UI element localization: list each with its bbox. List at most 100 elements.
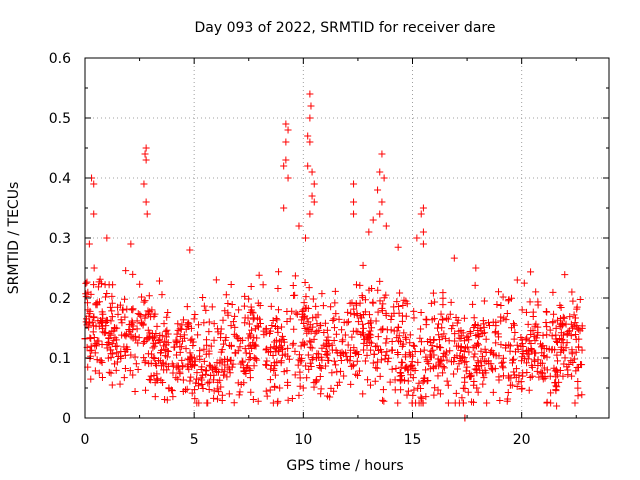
data-point	[396, 338, 404, 346]
data-point	[87, 375, 95, 383]
data-point	[267, 327, 275, 335]
data-point	[94, 283, 102, 291]
data-point	[344, 356, 352, 364]
data-point	[145, 376, 153, 384]
data-point	[333, 381, 341, 389]
data-point	[349, 327, 357, 335]
data-point	[278, 351, 286, 359]
data-point	[290, 292, 298, 300]
data-point	[529, 308, 537, 316]
data-point	[142, 311, 150, 319]
data-point	[179, 337, 187, 345]
data-point	[377, 356, 385, 364]
data-point	[159, 359, 167, 367]
data-point	[343, 319, 351, 327]
data-point	[394, 243, 402, 251]
data-point	[308, 344, 316, 352]
data-point	[90, 333, 98, 341]
data-point	[267, 302, 275, 310]
data-point	[568, 348, 576, 356]
data-point	[171, 343, 179, 351]
data-point	[90, 314, 98, 322]
data-point	[434, 320, 442, 328]
data-point	[131, 353, 139, 361]
data-point	[312, 376, 320, 384]
y-tick-label: 0.1	[49, 351, 71, 367]
data-point	[149, 344, 157, 352]
data-point	[481, 329, 489, 337]
data-point	[359, 261, 367, 269]
data-point	[200, 302, 208, 310]
data-point	[572, 335, 580, 343]
data-point	[249, 395, 257, 403]
data-point	[262, 387, 270, 395]
data-point	[172, 338, 180, 346]
data-point	[344, 318, 352, 326]
data-point	[510, 335, 518, 343]
data-point	[542, 319, 550, 327]
data-point	[164, 339, 172, 347]
data-point	[160, 320, 168, 328]
data-point	[151, 354, 159, 362]
data-point	[374, 333, 382, 341]
data-point	[147, 359, 155, 367]
data-point	[267, 365, 275, 373]
data-point	[526, 298, 534, 306]
data-point	[482, 335, 490, 343]
data-point	[489, 388, 497, 396]
data-point	[403, 300, 411, 308]
data-point	[382, 309, 390, 317]
data-point	[141, 150, 149, 158]
data-point	[558, 319, 566, 327]
data-point	[505, 341, 513, 349]
data-point	[106, 303, 114, 311]
data-point	[417, 348, 425, 356]
data-point	[417, 325, 425, 333]
data-point	[235, 306, 243, 314]
data-point	[93, 356, 101, 364]
data-point	[174, 326, 182, 334]
data-point	[385, 354, 393, 362]
data-point	[499, 293, 507, 301]
data-point	[450, 254, 458, 262]
data-point	[509, 320, 517, 328]
data-point	[304, 318, 312, 326]
data-point	[134, 365, 142, 373]
data-point	[82, 279, 90, 287]
data-point	[557, 329, 565, 337]
x-axis-title: GPS time / hours	[286, 458, 403, 474]
data-point	[101, 281, 109, 289]
data-point	[86, 355, 94, 363]
data-point	[284, 381, 292, 389]
data-point	[236, 343, 244, 351]
data-point	[295, 356, 303, 364]
data-point	[497, 302, 505, 310]
data-point	[126, 367, 134, 375]
data-point	[309, 314, 317, 322]
data-point	[359, 390, 367, 398]
data-point	[572, 331, 580, 339]
data-point	[546, 326, 554, 334]
data-point	[382, 339, 390, 347]
data-point	[543, 353, 551, 361]
data-point	[479, 352, 487, 360]
data-point	[139, 339, 147, 347]
data-point	[152, 362, 160, 370]
data-point	[241, 367, 249, 375]
data-point	[515, 378, 523, 386]
data-point	[271, 371, 279, 379]
data-point	[183, 303, 191, 311]
data-point	[409, 341, 417, 349]
data-point	[121, 364, 129, 372]
data-point	[537, 359, 545, 367]
data-point	[109, 281, 117, 289]
data-point	[423, 358, 431, 366]
data-point	[112, 342, 120, 350]
data-point	[210, 394, 218, 402]
data-point	[148, 306, 156, 314]
data-point	[383, 348, 391, 356]
data-point	[245, 320, 253, 328]
data-point	[440, 349, 448, 357]
data-point	[344, 308, 352, 316]
